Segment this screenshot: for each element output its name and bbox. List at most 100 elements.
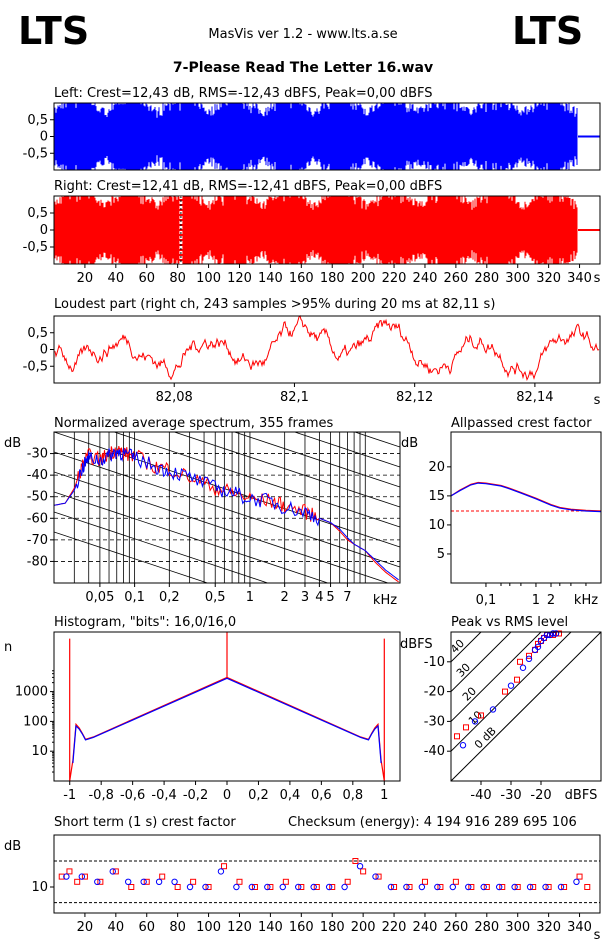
short-crest-point-blue bbox=[495, 883, 503, 891]
x-tick-label: 340 bbox=[567, 271, 592, 286]
spectrum-slope-line bbox=[112, 432, 400, 528]
x-tick-label: 200 bbox=[351, 920, 376, 935]
short-crest-point-red bbox=[561, 884, 568, 890]
x-tick-label: 320 bbox=[536, 920, 561, 935]
y-label: dB bbox=[401, 436, 418, 451]
short-crest-point-blue bbox=[387, 883, 395, 891]
x-tick-label: 80 bbox=[169, 920, 186, 935]
pvr-point-red bbox=[556, 630, 562, 637]
x-tick-label: 7 bbox=[343, 590, 351, 605]
short-crest-point-blue bbox=[140, 878, 147, 885]
y-tick-label: -0,5 bbox=[23, 146, 48, 161]
x-tick-label: 40 bbox=[108, 920, 125, 935]
pvr-point-red bbox=[463, 724, 469, 731]
histogram-series-0 bbox=[69, 638, 385, 782]
short-crest-point-blue bbox=[155, 878, 163, 885]
spectrum-frame bbox=[53, 431, 401, 584]
short-crest-point-red bbox=[530, 884, 537, 890]
short-crest-point-red bbox=[174, 884, 181, 890]
short-crest-point-red bbox=[576, 873, 583, 880]
pvr-crest-line bbox=[451, 632, 601, 781]
short-crest-point-red bbox=[58, 873, 65, 880]
x-tick-label: 100 bbox=[196, 271, 221, 286]
y-label: n bbox=[4, 640, 12, 655]
y-tick-label: -30 bbox=[27, 447, 48, 462]
spectrum-slope-line bbox=[54, 312, 400, 427]
short-crest-point-red bbox=[267, 884, 274, 890]
y-tick-label: -80 bbox=[27, 554, 48, 569]
spectrum-slope-line bbox=[173, 432, 400, 508]
short-crest-point-blue bbox=[202, 883, 209, 891]
pvr-point-blue bbox=[471, 718, 479, 725]
app-title: MasVis ver 1.2 - www.lts.a.se bbox=[208, 27, 397, 42]
y-tick-label: 100 bbox=[23, 714, 48, 729]
short-crest-point-red bbox=[298, 884, 305, 890]
x-tick-label: 100 bbox=[196, 920, 221, 935]
short-crest-point-blue bbox=[248, 883, 256, 891]
spectrum-slope-line bbox=[54, 491, 330, 583]
pvr-crest-line bbox=[451, 632, 542, 723]
short-crest-point-red bbox=[375, 873, 382, 880]
short-crest-point-blue bbox=[233, 883, 240, 891]
pvr-frame bbox=[450, 631, 602, 782]
y-tick-label: 0 bbox=[40, 223, 48, 238]
y-tick-label: 10 bbox=[428, 518, 445, 533]
short-crest-point-blue bbox=[542, 883, 549, 891]
short-crest-point-red bbox=[205, 884, 212, 890]
pvr-point-blue bbox=[507, 682, 515, 689]
short-crest-point-red bbox=[66, 868, 73, 875]
short-crest-point-red bbox=[483, 884, 490, 890]
pvr-point-red bbox=[478, 712, 484, 719]
x-tick-label: -1 bbox=[63, 788, 76, 803]
spectrum-series-1 bbox=[54, 448, 399, 581]
x-tick-label: 0,05 bbox=[85, 590, 114, 605]
short-crest-point-blue bbox=[78, 873, 86, 880]
short-crest-point-red bbox=[143, 878, 150, 885]
short-crest-point-blue bbox=[557, 883, 565, 891]
x-tick-label: -0,4 bbox=[151, 788, 176, 803]
short-crest-point-blue bbox=[480, 883, 487, 891]
x-tick-label: 220 bbox=[382, 271, 407, 286]
short-crest-point-blue bbox=[403, 883, 410, 891]
x-tick-label: 0,1 bbox=[476, 593, 497, 608]
x-tick-label: 1 bbox=[532, 593, 540, 608]
x-unit: s bbox=[594, 928, 601, 943]
x-tick-label: 140 bbox=[258, 271, 283, 286]
panel-title: Peak vs RMS level bbox=[451, 615, 568, 630]
short-crest-point-red bbox=[391, 884, 398, 890]
crest-series-0 bbox=[450, 481, 602, 512]
y-label: dB bbox=[4, 436, 21, 451]
short-crest-point-red bbox=[112, 868, 119, 875]
short-crest-point-red bbox=[344, 878, 351, 885]
short-crest-point-red bbox=[545, 884, 552, 890]
short-crest-point-red bbox=[313, 884, 320, 890]
panel-title: Loudest part (right ch, 243 samples >95%… bbox=[54, 297, 495, 312]
x-tick-label: 160 bbox=[289, 920, 314, 935]
spectrum-diagonals bbox=[54, 312, 400, 583]
x-tick-label: 20 bbox=[77, 920, 94, 935]
short-crest-point-blue bbox=[94, 878, 101, 885]
x-tick-label: 0,2 bbox=[159, 590, 180, 605]
x-tick-label: 40 bbox=[108, 271, 125, 286]
short-crest-point-red bbox=[236, 878, 243, 885]
short-crest-point-red bbox=[437, 884, 444, 890]
y-tick-label: 0 bbox=[40, 343, 48, 358]
short-crest-point-blue bbox=[449, 883, 456, 891]
x-unit: dBFS bbox=[565, 788, 598, 803]
short-crest-point-blue bbox=[295, 883, 302, 891]
pvr-crest-label: 20 bbox=[460, 685, 479, 704]
y-tick-label: 1000 bbox=[15, 685, 48, 700]
y-tick-label: -40 bbox=[27, 468, 48, 483]
waveform-series bbox=[54, 103, 578, 170]
short-crest-point-red bbox=[74, 878, 81, 885]
short-crest-frame bbox=[53, 834, 601, 914]
short-crest-point-blue bbox=[325, 883, 333, 891]
x-tick-label: 0,8 bbox=[342, 788, 363, 803]
spectrum-slope-line bbox=[54, 432, 400, 548]
short-crest-point-blue bbox=[511, 883, 518, 891]
pvr-point-blue bbox=[552, 630, 560, 637]
loudest-frame bbox=[53, 315, 601, 384]
x-tick-label: 0,5 bbox=[205, 590, 226, 605]
short-crest-point-blue bbox=[279, 883, 286, 891]
